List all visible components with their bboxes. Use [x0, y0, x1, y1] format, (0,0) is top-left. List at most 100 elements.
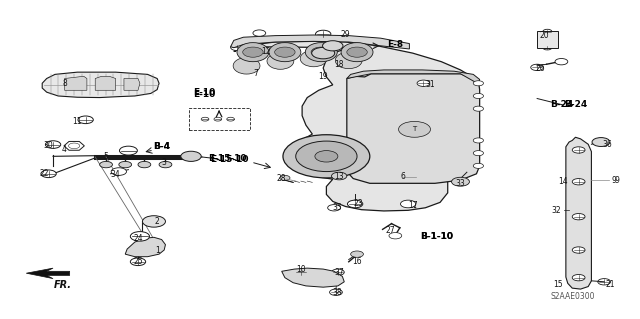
Text: 3: 3 [161, 158, 166, 167]
Circle shape [280, 175, 290, 181]
Ellipse shape [233, 57, 260, 74]
Text: 28: 28 [277, 174, 287, 183]
Polygon shape [234, 41, 478, 211]
Ellipse shape [237, 43, 269, 62]
Text: 8: 8 [62, 79, 67, 88]
Text: 17: 17 [408, 201, 417, 210]
Circle shape [473, 106, 483, 111]
Text: B-1-10: B-1-10 [420, 232, 452, 241]
Text: 7: 7 [253, 69, 259, 78]
Polygon shape [124, 78, 140, 90]
Polygon shape [42, 72, 159, 98]
Circle shape [311, 47, 332, 57]
Text: 1: 1 [155, 246, 159, 255]
Circle shape [473, 138, 483, 143]
Circle shape [41, 170, 56, 178]
Polygon shape [26, 268, 70, 278]
Circle shape [572, 274, 585, 281]
Circle shape [473, 163, 483, 168]
Polygon shape [230, 35, 410, 49]
Bar [189, 108, 250, 130]
Circle shape [572, 147, 585, 153]
Circle shape [131, 258, 146, 266]
Polygon shape [282, 268, 344, 287]
Circle shape [452, 177, 469, 186]
Circle shape [572, 213, 585, 220]
Circle shape [330, 289, 342, 295]
Text: E-10: E-10 [193, 88, 215, 97]
Circle shape [332, 269, 344, 275]
Text: B-4: B-4 [153, 142, 170, 151]
Text: 25: 25 [133, 257, 143, 266]
Circle shape [592, 137, 610, 146]
Circle shape [473, 93, 483, 99]
Circle shape [389, 233, 402, 239]
Circle shape [332, 172, 347, 180]
Text: 37: 37 [334, 268, 344, 277]
Circle shape [253, 30, 266, 36]
Text: 29: 29 [340, 30, 350, 39]
Text: 16: 16 [352, 257, 362, 266]
Text: 35: 35 [332, 203, 342, 212]
Text: 32: 32 [552, 206, 561, 215]
Circle shape [598, 278, 611, 285]
Text: 31: 31 [425, 80, 435, 89]
Circle shape [399, 122, 431, 137]
Text: 10: 10 [296, 264, 306, 274]
Polygon shape [347, 70, 479, 84]
Circle shape [347, 47, 367, 57]
Circle shape [555, 58, 568, 65]
Circle shape [138, 161, 151, 168]
Text: 4: 4 [62, 145, 67, 154]
Text: 14: 14 [558, 177, 568, 186]
Circle shape [143, 216, 166, 227]
Circle shape [417, 80, 430, 86]
Text: E-8: E-8 [387, 40, 403, 49]
Text: 34: 34 [111, 170, 120, 179]
Text: 5: 5 [104, 152, 109, 161]
Circle shape [294, 269, 307, 275]
Circle shape [180, 151, 201, 161]
Ellipse shape [341, 43, 373, 62]
Text: 24: 24 [133, 234, 143, 243]
Circle shape [473, 151, 483, 156]
Polygon shape [95, 76, 116, 90]
Circle shape [328, 204, 340, 211]
Text: 33: 33 [456, 179, 465, 188]
Text: T: T [412, 126, 417, 132]
Text: 23: 23 [353, 199, 363, 208]
Text: 15: 15 [553, 280, 563, 289]
Circle shape [473, 81, 483, 86]
Circle shape [159, 161, 172, 168]
Circle shape [243, 47, 263, 57]
Text: 20: 20 [540, 31, 550, 40]
Text: B-1-10: B-1-10 [420, 232, 452, 241]
Circle shape [45, 141, 61, 148]
Text: E-10: E-10 [193, 90, 215, 99]
Text: 12: 12 [261, 47, 271, 56]
Circle shape [316, 30, 331, 38]
Bar [537, 31, 557, 48]
Circle shape [543, 46, 552, 50]
Circle shape [131, 232, 150, 241]
Circle shape [111, 168, 127, 175]
Circle shape [275, 47, 295, 57]
Circle shape [296, 141, 357, 172]
Text: 30: 30 [44, 141, 54, 150]
Text: 19: 19 [318, 72, 328, 81]
Circle shape [543, 29, 552, 34]
Text: B-24: B-24 [564, 100, 587, 109]
Text: 9: 9 [614, 176, 620, 185]
Circle shape [572, 247, 585, 253]
Text: B-24: B-24 [550, 100, 573, 109]
Ellipse shape [300, 50, 327, 67]
Circle shape [531, 64, 543, 70]
Text: E-15-10: E-15-10 [208, 154, 246, 163]
Text: 26: 26 [536, 64, 545, 73]
Circle shape [120, 146, 138, 155]
Text: 21: 21 [606, 280, 615, 289]
Circle shape [351, 251, 364, 257]
Text: 18: 18 [335, 60, 344, 69]
Circle shape [78, 116, 93, 123]
Circle shape [100, 161, 113, 168]
